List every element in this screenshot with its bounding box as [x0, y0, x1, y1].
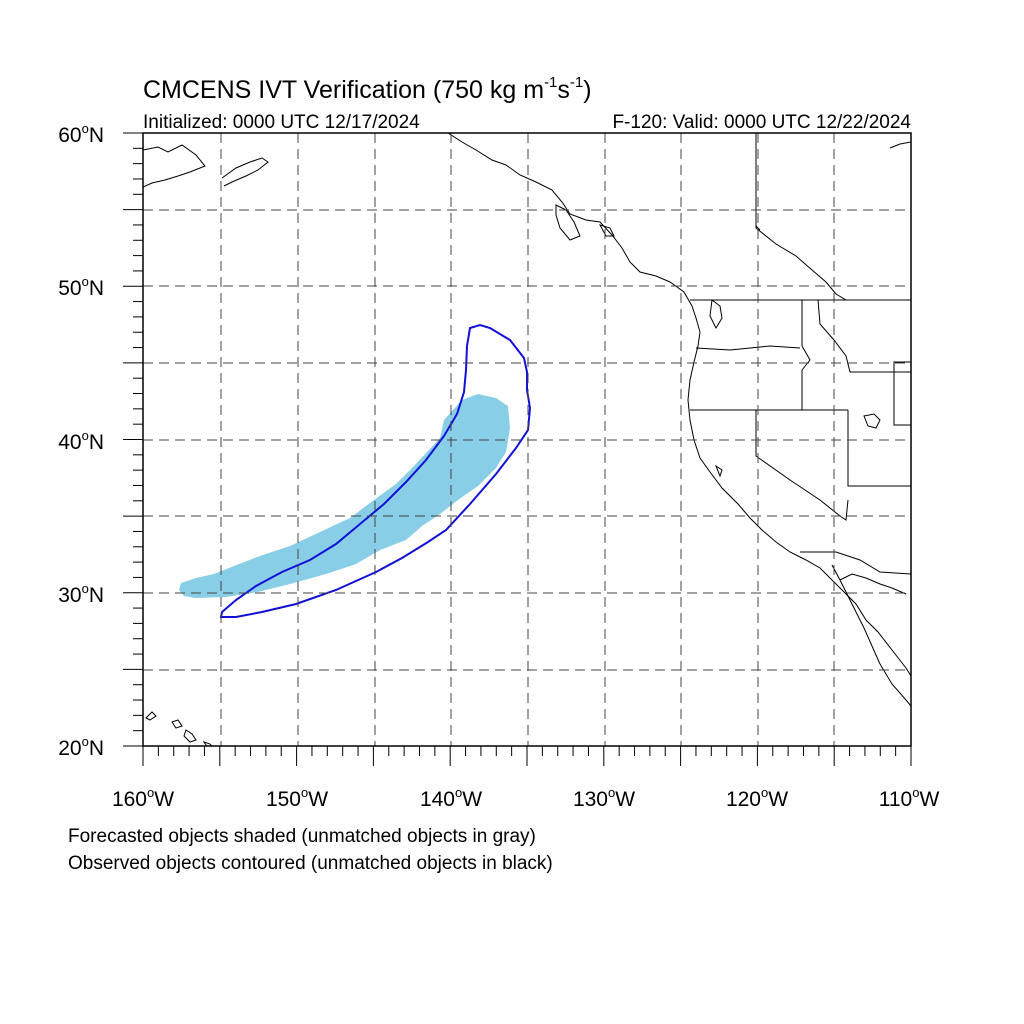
graticule	[143, 133, 911, 746]
lon-label: 120oW	[726, 785, 788, 811]
lat-label: 20oN	[58, 734, 104, 760]
lat-label: 50oN	[58, 274, 104, 300]
lat-label: 60oN	[58, 121, 104, 147]
lat-labels: 60oN 50oN 40oN 30oN 20oN	[58, 121, 104, 760]
figure-title: CMCENS IVT Verification (750 kg m-1s-1)	[143, 74, 592, 104]
political-borders	[690, 133, 911, 575]
lon-label: 130oW	[573, 785, 635, 811]
init-time-label: Initialized: 0000 UTC 12/17/2024	[143, 112, 420, 133]
lon-labels: 160oW 150oW 140oW 130oW 120oW 110oW	[112, 785, 940, 811]
coastlines	[143, 133, 911, 746]
valid-time-label: F-120: Valid: 0000 UTC 12/22/2024	[612, 112, 911, 133]
lon-label: 140oW	[420, 785, 482, 811]
lon-label: 110oW	[879, 785, 940, 811]
footnote-observed: Observed objects contoured (unmatched ob…	[68, 853, 553, 874]
lon-label: 150oW	[266, 785, 328, 811]
lon-label: 160oW	[112, 785, 174, 811]
forecast-object-shaded	[179, 394, 510, 598]
footnote-forecast: Forecasted objects shaded (unmatched obj…	[68, 826, 536, 847]
plot-area	[143, 133, 911, 746]
observed-object-contour	[219, 323, 532, 618]
lat-label: 40oN	[58, 428, 104, 454]
lat-label: 30oN	[58, 581, 104, 607]
axis-ticks	[123, 132, 912, 766]
